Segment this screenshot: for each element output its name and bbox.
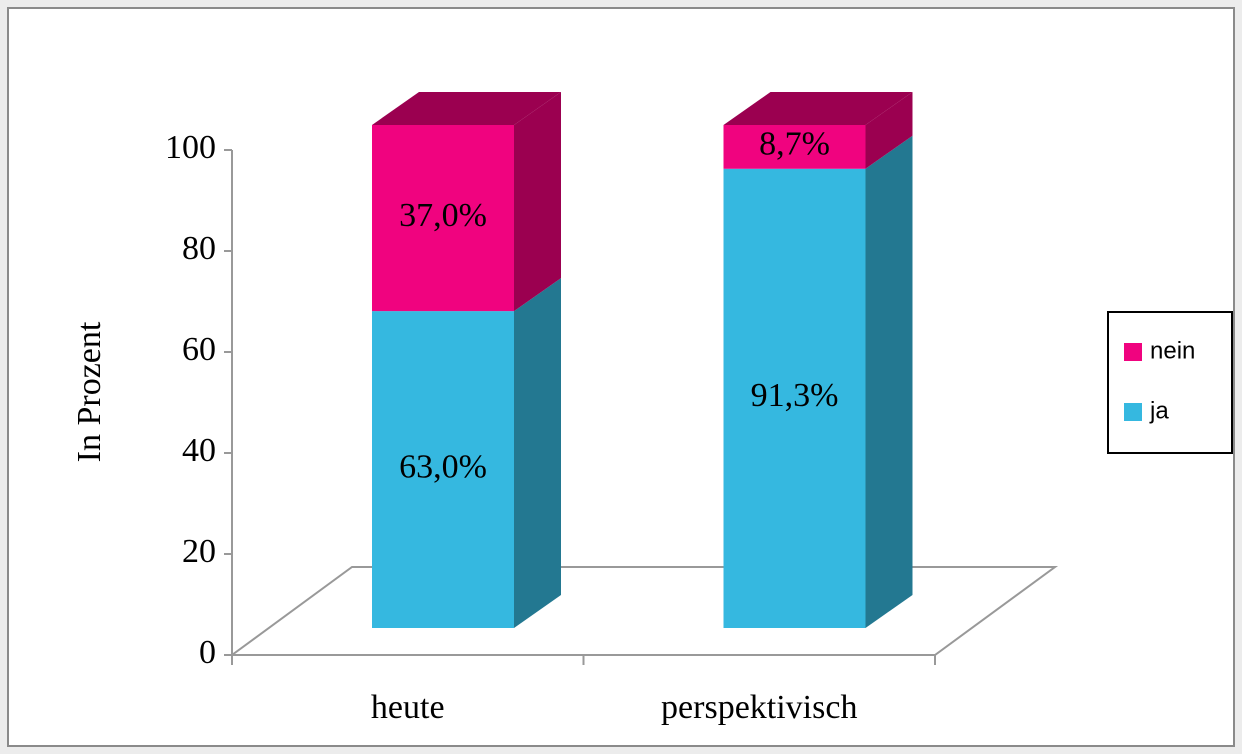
legend-label: ja [1149,397,1169,424]
x-tick-label: perspektivisch [661,689,857,726]
y-tick-label: 80 [182,230,216,267]
bar [372,311,514,628]
legend-swatch [1124,343,1142,361]
bar [723,168,866,629]
value-label: 91,3% [751,377,839,414]
bar-top [723,92,913,125]
value-label: 63,0% [399,448,487,485]
value-label: 8,7% [759,126,830,163]
y-tick-label: 60 [182,331,216,368]
bar-side [865,135,913,629]
bar [372,125,514,312]
floor [228,566,1059,656]
bar-side [865,92,913,169]
value-label: 37,0% [399,197,487,234]
bar [723,125,866,169]
bar-top [372,92,561,125]
x-tick-label: heute [371,689,445,726]
bar-side [514,92,561,312]
y-tick-label: 0 [199,634,216,671]
chart-frame [7,7,1235,747]
y-tick-label: 100 [165,129,216,166]
legend-label: nein [1150,337,1195,364]
y-axis-label: In Prozent [71,321,108,462]
legend-swatch [1124,403,1142,421]
bar-side [514,278,561,628]
y-tick-label: 40 [182,432,216,469]
legend-box [1107,311,1233,454]
y-tick-label: 20 [182,533,216,570]
